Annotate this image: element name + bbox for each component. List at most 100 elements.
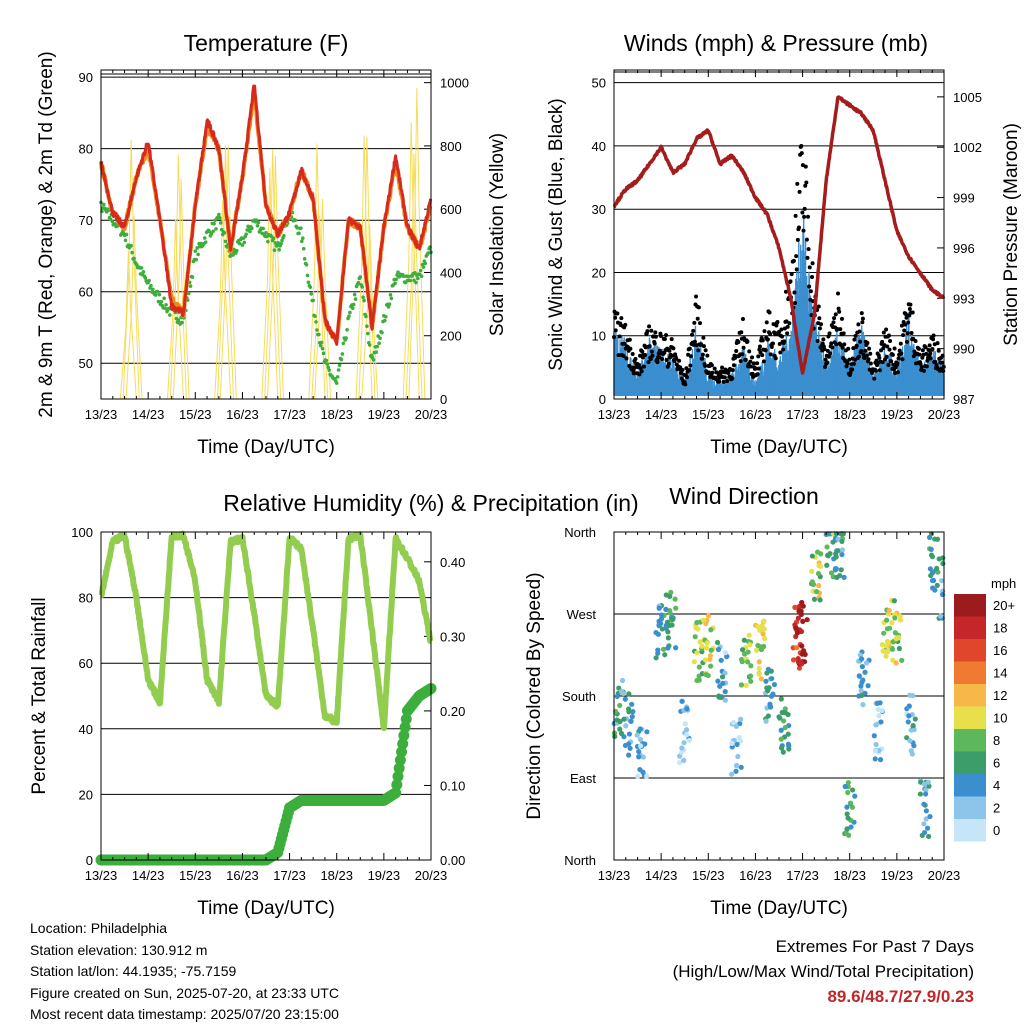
dewpoint-point: [143, 276, 148, 280]
gust-point: [692, 320, 697, 325]
gust-point: [925, 358, 930, 363]
gust-point: [868, 351, 873, 356]
y2-tick-label: 987: [953, 392, 975, 407]
direction-point: [614, 717, 620, 723]
y-tick-label: 50: [79, 356, 93, 371]
direction-point: [686, 737, 692, 743]
gust-point: [696, 348, 701, 353]
dewpoint-point: [377, 341, 381, 345]
x-tick-label: 16/23: [739, 407, 772, 422]
direction-point: [872, 748, 878, 754]
direction-point: [676, 760, 683, 766]
direction-point: [758, 676, 765, 682]
x-axis-label: Time (Day/UTC): [197, 898, 335, 919]
dewpoint-point: [344, 336, 348, 340]
gust-point: [750, 355, 755, 360]
colorbar-swatch: [954, 796, 986, 819]
direction-point: [640, 769, 646, 775]
dewpoint-point: [414, 280, 418, 285]
dewpoint-point: [275, 243, 280, 248]
gust-point: [653, 334, 658, 339]
y2-tick-label: 0.30: [440, 629, 465, 644]
dewpoint-point: [336, 368, 341, 372]
direction-point: [890, 657, 896, 663]
direction-point: [838, 567, 844, 573]
gust-point: [895, 370, 900, 375]
gust-point: [613, 328, 618, 333]
gust-point: [816, 304, 821, 309]
gust-point: [851, 361, 856, 366]
gust-point: [845, 361, 850, 366]
gust-point: [782, 339, 787, 344]
dewpoint-point: [320, 346, 325, 351]
gust-point: [619, 316, 624, 321]
direction-point: [928, 572, 934, 579]
solar-series: [119, 87, 426, 400]
dewpoint-point: [423, 261, 428, 266]
gust-point: [821, 337, 826, 342]
direction-point: [617, 726, 623, 732]
colorbar-label: 20+: [993, 598, 1015, 613]
direction-point: [629, 701, 635, 707]
gust-point: [804, 237, 809, 242]
x-tick-label: 13/23: [85, 407, 118, 422]
gust-point: [910, 310, 915, 315]
direction-point: [932, 587, 938, 593]
direction-point: [763, 678, 769, 684]
gust-point: [751, 361, 756, 366]
gust-point: [904, 315, 909, 320]
direction-point: [722, 670, 728, 676]
dewpoint-point: [124, 232, 129, 237]
dewpoint-point: [279, 241, 283, 246]
gust-point: [837, 309, 842, 314]
gust-point: [680, 367, 685, 372]
direction-point: [761, 618, 767, 624]
gust-point: [823, 364, 828, 369]
gust-point: [884, 327, 889, 332]
gust-point: [935, 341, 940, 346]
gust-point: [773, 356, 778, 361]
gust-point: [933, 359, 938, 364]
direction-point: [718, 657, 724, 663]
direction-point: [665, 635, 671, 641]
direction-point: [892, 615, 898, 621]
direction-point: [695, 626, 701, 632]
direction-point: [665, 645, 671, 651]
dewpoint-point: [168, 313, 172, 317]
direction-point: [860, 702, 866, 708]
solar-line: [361, 224, 379, 400]
direction-point: [738, 682, 745, 688]
direction-point: [765, 688, 771, 694]
gust-point: [826, 354, 831, 359]
direction-point: [843, 831, 849, 837]
direction-point: [729, 740, 735, 747]
direction-point: [804, 617, 810, 623]
direction-point: [907, 692, 913, 698]
direction-point: [684, 732, 690, 738]
gust-point: [848, 370, 853, 375]
dewpoint-point: [282, 234, 286, 238]
direction-point: [809, 568, 815, 575]
location-text: Location: Philadelphia: [30, 920, 167, 936]
gust-point: [717, 379, 722, 384]
direction-point: [730, 719, 737, 726]
direction-point: [764, 670, 770, 676]
direction-point: [679, 745, 685, 751]
colorbar-label: 8: [993, 733, 1000, 748]
direction-point: [800, 618, 806, 625]
direction-point: [703, 645, 710, 651]
direction-point: [887, 625, 893, 631]
gust-point: [877, 368, 882, 373]
dewpoint-point: [248, 229, 252, 234]
direction-point: [862, 669, 868, 675]
x-tick-label: 13/23: [85, 868, 118, 883]
gust-point: [833, 312, 838, 317]
gust-point: [867, 346, 872, 351]
dewpoint-point: [244, 232, 248, 236]
gust-point: [677, 358, 682, 363]
dewpoint-point: [325, 362, 330, 366]
y2-axis-label: Station Pressure (Maroon): [1001, 123, 1022, 346]
gust-point: [691, 328, 696, 333]
direction-point: [668, 589, 674, 595]
direction-point: [889, 646, 896, 652]
